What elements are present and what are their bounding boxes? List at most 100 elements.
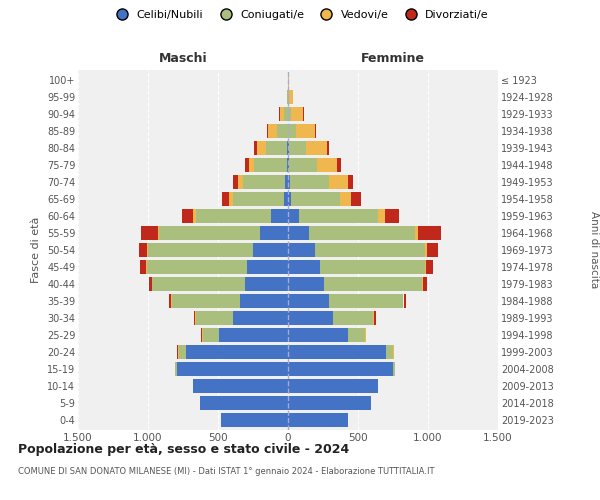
Bar (287, 90, 288, 104)
Bar (149, 277, 151, 291)
Legend: Celibi/Nubili, Coniugati/e, Vedovi/e, Divorziati/e: Celibi/Nubili, Coniugati/e, Vedovi/e, Di… (107, 6, 493, 25)
Bar (351, 192, 361, 206)
Bar (158, 226, 159, 240)
Bar (366, 328, 367, 342)
Bar (140, 260, 146, 274)
Bar (337, 158, 341, 172)
Bar (348, 328, 365, 342)
Bar (288, 107, 291, 121)
Bar (271, 209, 288, 223)
Bar (317, 158, 337, 172)
Bar (288, 362, 393, 376)
Bar (427, 243, 438, 257)
Bar (288, 226, 309, 240)
Bar (245, 277, 288, 291)
Bar (404, 294, 406, 308)
Bar (288, 243, 314, 257)
Bar (175, 362, 178, 376)
Bar (141, 226, 158, 240)
Bar (193, 311, 195, 325)
Bar (423, 277, 427, 291)
Bar (289, 141, 305, 155)
Bar (393, 345, 394, 359)
Bar (221, 413, 288, 427)
Bar (178, 362, 288, 376)
Bar (288, 413, 348, 427)
Bar (288, 141, 289, 155)
Bar (285, 175, 288, 189)
Bar (268, 124, 277, 138)
Bar (288, 209, 299, 223)
Text: Femmine: Femmine (361, 52, 425, 65)
Bar (254, 141, 257, 155)
Bar (291, 192, 340, 206)
Bar (288, 124, 296, 138)
Bar (238, 175, 243, 189)
Bar (365, 328, 366, 342)
Bar (288, 277, 325, 291)
Bar (233, 175, 238, 189)
Bar (186, 345, 288, 359)
Bar (291, 107, 304, 121)
Bar (277, 124, 288, 138)
Bar (229, 192, 233, 206)
Bar (299, 209, 377, 223)
Bar (182, 209, 193, 223)
Bar (151, 277, 152, 291)
Bar (257, 141, 266, 155)
Bar (425, 260, 426, 274)
Bar (241, 294, 288, 308)
Bar (329, 294, 403, 308)
Bar (415, 226, 418, 240)
Bar (325, 277, 422, 291)
Bar (386, 345, 393, 359)
Bar (422, 277, 423, 291)
Bar (393, 362, 395, 376)
Bar (200, 396, 288, 410)
Bar (288, 192, 291, 206)
Bar (201, 328, 202, 342)
Text: Popolazione per età, sesso e stato civile - 2024: Popolazione per età, sesso e stato civil… (18, 442, 349, 456)
Bar (290, 175, 329, 189)
Bar (288, 396, 371, 410)
Bar (305, 141, 326, 155)
Bar (374, 311, 376, 325)
Bar (288, 73, 289, 87)
Bar (287, 158, 288, 172)
Bar (260, 226, 288, 240)
Bar (266, 141, 287, 155)
Bar (288, 294, 329, 308)
Bar (340, 192, 351, 206)
Bar (289, 158, 317, 172)
Bar (233, 192, 284, 206)
Bar (347, 175, 353, 189)
Bar (220, 328, 288, 342)
Bar (159, 226, 260, 240)
Bar (284, 192, 288, 206)
Bar (146, 260, 247, 274)
Bar (320, 260, 425, 274)
Bar (373, 311, 374, 325)
Bar (139, 243, 148, 257)
Bar (425, 243, 427, 257)
Bar (284, 107, 288, 121)
Bar (329, 175, 347, 189)
Bar (196, 311, 233, 325)
Bar (178, 345, 179, 359)
Bar (221, 192, 229, 206)
Bar (288, 158, 289, 172)
Bar (314, 124, 316, 138)
Bar (288, 345, 386, 359)
Text: COMUNE DI SAN DONATO MILANESE (MI) - Dati ISTAT 1° gennaio 2024 - Elaborazione T: COMUNE DI SAN DONATO MILANESE (MI) - Dat… (18, 468, 434, 476)
Bar (288, 379, 377, 393)
Bar (202, 328, 203, 342)
Bar (403, 294, 404, 308)
Bar (288, 311, 333, 325)
Bar (254, 158, 287, 172)
Bar (288, 260, 320, 274)
Bar (296, 124, 314, 138)
Bar (418, 226, 440, 240)
Bar (249, 158, 254, 172)
Bar (245, 158, 249, 172)
Bar (267, 124, 268, 138)
